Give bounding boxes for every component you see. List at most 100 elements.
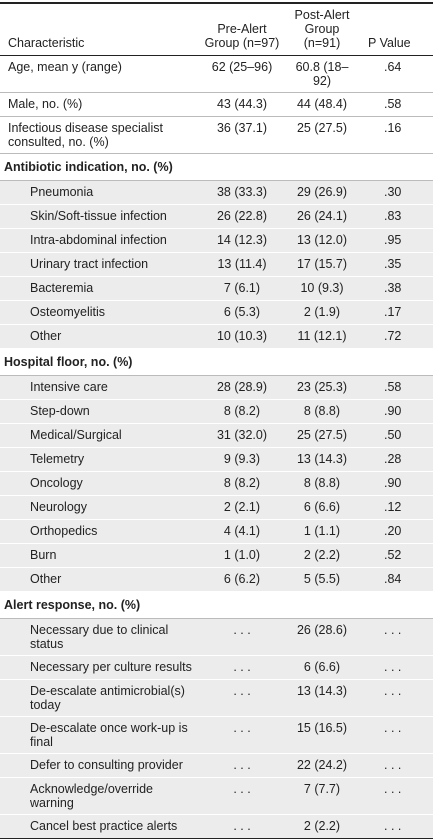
table-cell: Other [30,572,62,586]
table-row: Cancel best practice alerts . . . 2 (2.2).… [0,814,433,839]
table-cell: 6 (6.6) [303,500,341,514]
table-cell: .95 [384,233,402,247]
table-cell: Necessary per culture results [30,660,192,674]
table-row: Skin/Soft-tissue infection 26 (22.8) 26 (2… [0,204,433,229]
table-cell: Age, mean y (range) [8,60,122,74]
table-cell: 9 (9.3) [223,452,261,466]
table-cell: 13 (14.3) [296,452,348,466]
table-cell: Orthopedics [30,524,98,538]
table-cell: Infectious disease specialist consulted,… [8,121,163,149]
table-cell: Burn [30,548,57,562]
table-cell: 6 (6.6) [303,660,341,674]
table-cell: 11 (12.1) [297,329,347,343]
table-row: Other 10 (10.3) 11 (12.1) .72 [0,324,433,349]
table-cell: 62 (25–96) [211,60,273,74]
table-row: Bacteremia 7 (6.1) 10 (9.3) .38 [0,276,433,301]
table-row: De-escalate antimicrobial(s) today . . . 1… [0,679,433,717]
table-cell: 15 (16.5) [296,721,348,735]
table-cell: .12 [384,500,402,514]
table-row: Infectious disease specialist consulted,… [0,117,433,154]
table-cell: 38 (33.3) [216,185,268,199]
table-cell: De-escalate antimicrobial(s) today [30,684,185,712]
table-cell: 60.8 (18–92) [295,60,349,88]
table-cell: Medical/Surgical [30,428,122,442]
section-row: Antibiotic indication, no. (%) [0,154,433,181]
table-cell: . . . [233,684,251,698]
table-cell: . . . [233,782,251,796]
table-cell: 1 (1.0) [223,548,261,562]
table-row: Telemetry 9 (9.3) 13 (14.3) .28 [0,447,433,472]
table-cell: . . . [384,758,402,772]
table-cell: 5 (5.5) [303,572,341,586]
table-cell: 4 (4.1) [223,524,261,538]
table-cell: 26 (28.6) [296,623,348,637]
table-cell: 10 (10.3) [216,329,268,343]
table-cell: 2 (1.9) [303,305,341,319]
table-row: Acknowledge/override warning . . . 7 (7.7)… [0,777,433,815]
table-cell: .90 [384,476,402,490]
table-cell: 8 (8.2) [223,404,261,418]
table-cell: Skin/Soft-tissue infection [30,209,167,223]
table-cell: 7 (6.1) [223,281,261,295]
table-cell: . . . [384,721,402,735]
table-cell: .83 [384,209,402,223]
table-cell: 17 (15.7) [296,257,348,271]
header-row: Characteristic Pre-Alert Group (n=97) Po… [0,3,433,56]
header-cell: Post-Alert Group (n=91) [294,8,350,50]
table-cell: Neurology [30,500,87,514]
table-row: Male, no. (%) 43 (44.3) 44 (48.4) .58 [0,93,433,117]
table-cell: 23 (25.3) [296,380,348,394]
section-row: Hospital floor, no. (%) [0,349,433,376]
table-header: Characteristic Pre-Alert Group (n=97) Po… [0,3,433,56]
table-cell: 8 (8.8) [303,476,341,490]
table-cell: Osteomyelitis [30,305,106,319]
table-row: Osteomyelitis 6 (5.3) 2 (1.9) .17 [0,300,433,325]
table-cell: 25 (27.5) [296,428,348,442]
table-cell: .30 [384,185,402,199]
section-title: Alert response, no. (%) [4,598,141,612]
table-cell: 6 (5.3) [223,305,261,319]
table-cell: 8 (8.8) [303,404,341,418]
table-row: De-escalate once work-up is final . . . 15… [0,716,433,754]
table-row: Defer to consulting provider . . . 22 (24.… [0,753,433,778]
table-row: Neurology 2 (2.1) 6 (6.6) .12 [0,495,433,520]
section-title: Hospital floor, no. (%) [4,355,133,369]
table-cell: Acknowledge/override warning [30,782,153,810]
table-cell: .17 [384,305,402,319]
table-cell: Telemetry [30,452,85,466]
table-cell: .50 [384,428,402,442]
table-row: Intensive care 28 (28.9) 23 (25.3) .58 [0,375,433,400]
table-row: Urinary tract infection 13 (11.4) 17 (15.7… [0,252,433,277]
table-cell: .16 [384,121,402,135]
table-cell: 44 (48.4) [296,97,348,111]
table-cell: Other [30,329,62,343]
table-cell: . . . [233,623,251,637]
table-cell: Defer to consulting provider [30,758,183,772]
table-cell: 6 (6.2) [223,572,261,586]
table-cell: . . . [233,758,251,772]
table-row: Pneumonia 38 (33.3) 29 (26.9) .30 [0,180,433,205]
table-cell: . . . [233,819,251,833]
table-cell: 13 (11.4) [217,257,267,271]
table-row: Intra-abdominal infection 14 (12.3) 13 (12… [0,228,433,253]
table-cell: De-escalate once work-up is final [30,721,188,749]
section-title: Antibiotic indication, no. (%) [4,160,173,174]
table-cell: 10 (9.3) [300,281,344,295]
table-cell: 29 (26.9) [296,185,348,199]
table-cell: 13 (14.3) [296,684,348,698]
table-row: Medical/Surgical 31 (32.0) 25 (27.5) .50 [0,423,433,448]
table-cell: . . . [233,660,251,674]
table-cell: Cancel best practice alerts [30,819,178,833]
table-cell: .35 [384,257,402,271]
table-row: Burn 1 (1.0) 2 (2.2) .52 [0,543,433,568]
table-cell: Step-down [30,404,90,418]
table-cell: 36 (37.1) [216,121,268,135]
table-cell: .52 [384,548,402,562]
table-cell: .84 [384,572,402,586]
table-cell: .28 [384,452,402,466]
table-cell: 2 (2.2) [303,819,341,833]
table-cell: .58 [384,380,402,394]
table-cell: 2 (2.2) [303,548,341,562]
table-cell: .58 [384,97,402,111]
table-row: Step-down 8 (8.2) 8 (8.8) .90 [0,399,433,424]
